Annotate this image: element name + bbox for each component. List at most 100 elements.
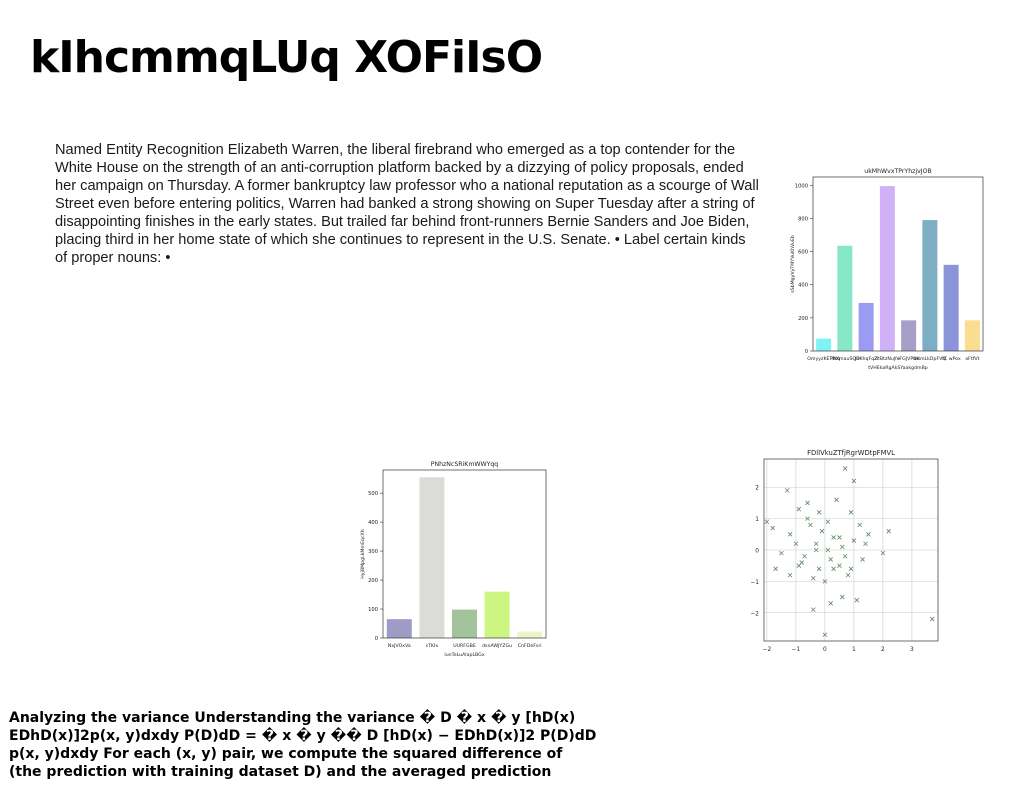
scatter-point [819, 528, 825, 534]
y-tick-label: 500 [368, 491, 378, 497]
x-tick-label: 0 [823, 647, 827, 653]
bar [452, 609, 477, 638]
scatter-point [808, 522, 813, 528]
page-title: kIhcmmqLUq XOFiIsO [30, 32, 543, 83]
y-tick-label: 400 [368, 520, 378, 526]
scatter-point [880, 550, 886, 556]
x-tick-label: UURFGBE [453, 643, 476, 649]
chart-title: ukMhWvxTPrYhzjvJOB [864, 168, 931, 175]
y-tick-label: 300 [368, 549, 378, 555]
bar-chart-1: ukMhWvxTPrYhzjvJOB 0 200 400 600 800 1000 Omyyz… [790, 168, 984, 371]
scatter-point [822, 632, 828, 638]
scatter-point [805, 516, 810, 521]
scatter-point [828, 557, 833, 562]
plot-frame [812, 176, 984, 352]
bar [964, 320, 980, 351]
scatter-point [796, 506, 802, 512]
scatter-point [793, 541, 799, 547]
bar [517, 631, 543, 638]
y-tick-label: 1000 [795, 183, 808, 189]
x-tick-label: CnFDeFsri [518, 643, 542, 649]
body-paragraph: Named Entity Recognition Elizabeth Warre… [55, 142, 759, 266]
y-tick-label: 200 [368, 578, 378, 584]
scatter-point [787, 572, 793, 578]
scatter-point [825, 547, 831, 553]
x-tick-label: NxJVOxVa [388, 643, 411, 649]
scatter-point [842, 466, 848, 471]
bar [837, 245, 853, 351]
x-tick-label: JRKhqFqZ [854, 356, 878, 362]
x-tick-label: sTKIx [426, 643, 439, 649]
scatter-point [831, 535, 836, 540]
scatter-point [831, 566, 836, 572]
scatter-point [770, 525, 775, 531]
y-tick-label: 1 [755, 517, 759, 523]
scatter-point [929, 616, 935, 622]
scatter-point [834, 497, 839, 503]
bar [484, 591, 510, 638]
scatter-point [796, 563, 802, 568]
scatter-point [825, 519, 831, 525]
scatter-point [813, 541, 819, 547]
y-tick-label: −2 [750, 611, 759, 617]
scatter-point [837, 563, 842, 568]
scatter-point [779, 550, 784, 556]
scatter-point [842, 553, 848, 559]
bar [879, 186, 895, 351]
bar [386, 619, 412, 638]
scatter-point [816, 510, 822, 515]
scatter-point [848, 510, 854, 515]
scatter-point [866, 532, 871, 537]
x-tick-label: oFtfVt [965, 356, 979, 362]
scatter-point [773, 566, 778, 572]
scatter-point [784, 488, 790, 493]
scatter-point [811, 575, 816, 581]
y-tick-label: 800 [798, 216, 808, 222]
plot-frame [763, 458, 939, 642]
scatter-point [851, 538, 857, 543]
scatter-point [837, 535, 842, 540]
y-tick-label: 100 [368, 607, 378, 613]
scatter-point [805, 500, 810, 506]
footer-paragraph: Analyzing the variance Understanding the… [9, 710, 597, 780]
scatter-point [787, 532, 793, 537]
y-tick-label: 2 [755, 486, 759, 492]
chart-title: PNhzNcSRiKmWWYqq [431, 461, 499, 468]
x-tick-label: 2 [881, 647, 885, 653]
scatter-chart: FDlIVkuZTfjRgrWDtpFMVL −2 −1 0 1 2 3 −2 −1 0 1 2 [750, 449, 939, 653]
x-tick-label: 3 [910, 647, 914, 653]
y-tick-label: 0 [375, 636, 378, 642]
y-tick-label: −1 [750, 580, 759, 586]
x-tick-label: PbXmauSQD [830, 356, 860, 362]
y-tick-label: 0 [755, 549, 759, 555]
x-tick-label: −1 [792, 647, 801, 653]
y-tick-label: 0 [805, 349, 808, 355]
scatter-point [886, 528, 891, 534]
scatter-point [863, 541, 868, 547]
scatter-point [854, 597, 860, 603]
scatter-point [860, 557, 865, 562]
scatter-point [822, 579, 828, 584]
scatter-point [828, 601, 833, 606]
y-axis-label: sSbMgyVyTMYVuKhVuEb [790, 235, 796, 293]
y-tick-label: 600 [798, 250, 808, 256]
scatter-point [851, 478, 857, 484]
x-tick-label: −2 [763, 647, 772, 653]
x-axis-label: tVHEkaRgAkSYaakgdmBp [868, 365, 928, 371]
scatter-point [857, 522, 862, 528]
bar [922, 220, 938, 351]
scatter-point [848, 566, 854, 572]
scatter-point [811, 607, 816, 612]
scatter-point [813, 547, 819, 553]
scatter-point [840, 594, 845, 600]
scatter-point [764, 519, 770, 525]
bar [858, 302, 874, 351]
scatter-point [816, 566, 822, 572]
x-tick-label: dsnAWJYZGu [482, 643, 512, 649]
plot-frame [382, 469, 547, 639]
y-tick-label: 400 [798, 283, 808, 289]
bar [419, 477, 445, 638]
scatter-point [840, 544, 845, 550]
bar-chart-2: PNhzNcSRiKmWWYqq 0 100 200 300 400 500 NxJVOxVa… [360, 461, 547, 658]
bar [943, 264, 959, 351]
